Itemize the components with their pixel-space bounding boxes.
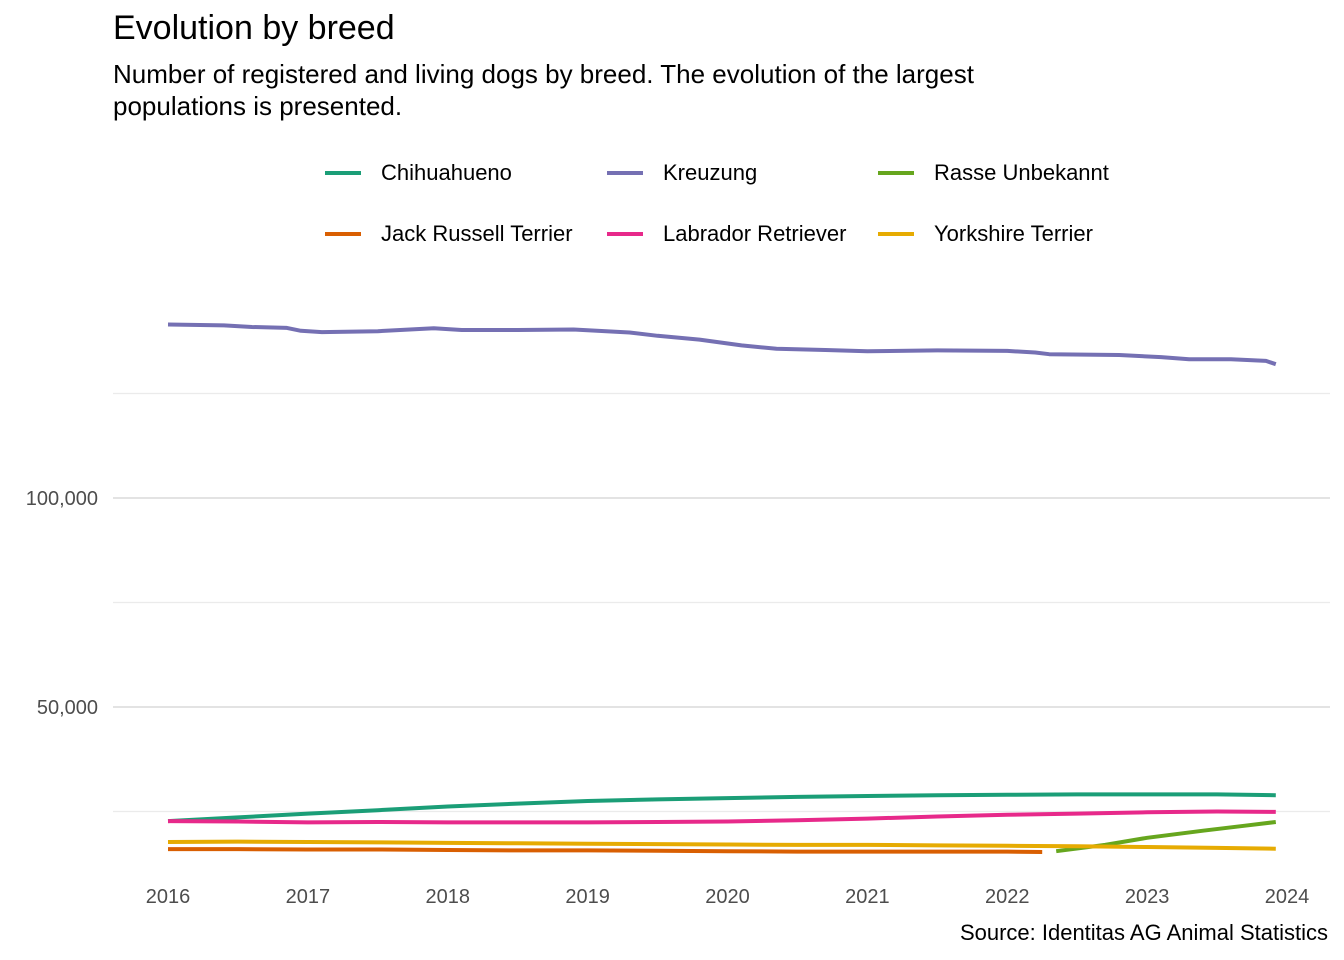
x-tick-label: 2017 (286, 886, 331, 908)
x-tick-label: 2023 (1125, 886, 1170, 908)
series-line-kreuzung (167, 322, 1277, 367)
legend-label: Chihuahueno (381, 160, 512, 185)
grid-layer (113, 392, 1330, 813)
legend-label: Kreuzung (663, 160, 758, 185)
axis-layer: 50,000 100,000 2016 2017 2018 2019 2020 2021 202… (26, 488, 1310, 908)
series-line-chihuahueno (167, 792, 1276, 824)
y-tick-label: 50,000 (37, 697, 98, 719)
x-tick-label: 2020 (705, 886, 750, 908)
x-tick-label: 2019 (565, 886, 610, 908)
legend-key (325, 171, 361, 175)
legend-key (878, 232, 914, 236)
legend-label: Labrador Retriever (663, 221, 847, 246)
legend-item-labrador-retriever: Labrador Retriever (607, 217, 846, 251)
legend-key (325, 232, 361, 236)
legend-key (607, 171, 643, 175)
legend-item-rasse-unbekannt: Rasse Unbekannt (878, 156, 1109, 190)
series-layer (167, 322, 1277, 854)
chart-title: Evolution by breed (113, 9, 395, 47)
legend-item-jack-russell-terrier: Jack Russell Terrier (325, 217, 573, 251)
series-line-jack-russell-terrier (168, 847, 1043, 854)
legend-key (878, 171, 914, 175)
x-tick-label: 2018 (426, 886, 471, 908)
legend-label: Yorkshire Terrier (934, 221, 1093, 246)
series-line-labrador-retriever (167, 809, 1276, 825)
legend-item-yorkshire-terrier: Yorkshire Terrier (878, 217, 1093, 251)
series-line-yorkshire-terrier (167, 839, 1276, 851)
legend-item-kreuzung: Kreuzung (607, 156, 757, 190)
legend-label: Rasse Unbekannt (934, 160, 1109, 185)
x-tick-label: 2021 (845, 886, 890, 908)
x-tick-label: 2022 (985, 886, 1030, 908)
y-tick-label: 100,000 (26, 488, 98, 510)
legend-item-chihuahueno: Chihuahueno (325, 156, 512, 190)
x-tick-label: 2024 (1265, 886, 1310, 908)
legend-key (607, 232, 643, 236)
legend: Chihuahueno Kreuzung Rasse Unbekannt Jack R… (325, 156, 1205, 256)
x-tick-label: 2016 (146, 886, 191, 908)
chart-subtitle: Number of registered and living dogs by … (113, 59, 974, 121)
legend-label: Jack Russell Terrier (381, 221, 573, 246)
chart-caption: Source: Identitas AG Animal Statistics (959, 920, 1328, 945)
